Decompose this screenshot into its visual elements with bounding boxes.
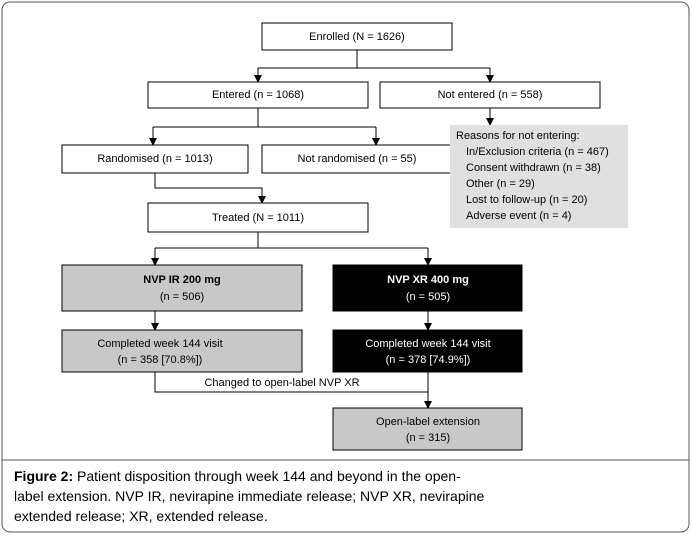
node-label: Enrolled (N = 1626) <box>309 31 405 43</box>
caption-line: Figure 2: Patient disposition through we… <box>14 468 461 484</box>
node-box <box>61 144 249 174</box>
node-label: Open-label extension <box>376 416 480 428</box>
reason-item: Other (n = 29) <box>466 178 535 190</box>
node-box <box>261 22 453 51</box>
reasons-box <box>450 125 628 228</box>
node-sublabel: (n = 358 [70.8%]) <box>118 354 203 366</box>
node-label: Entered (n = 1068) <box>212 89 304 101</box>
node-box <box>147 81 369 109</box>
reason-item: In/Exclusion criteria (n = 467) <box>466 146 609 158</box>
node-label: Treated (N = 1011) <box>212 212 304 224</box>
node-box <box>61 264 303 312</box>
node-sublabel: (n = 506) <box>160 291 204 303</box>
node-sublabel: (n = 315) <box>406 432 450 444</box>
edge-label: Changed to open-label NVP XR <box>204 377 359 389</box>
caption-line: extended release; XR, extended release. <box>14 508 268 524</box>
node-box <box>379 81 601 109</box>
node-label: Randomised (n = 1013) <box>97 153 212 165</box>
reasons-title: Reasons for not entering: <box>456 130 580 142</box>
node-sublabel: (n = 378 [74.9%]) <box>386 354 471 366</box>
connectors <box>149 50 494 409</box>
node-label: NVP XR 400 mg <box>387 274 469 286</box>
node-box <box>261 144 453 174</box>
node-label: Completed week 144 visit <box>365 338 490 350</box>
node-box <box>61 329 303 373</box>
node-box <box>147 202 369 233</box>
node-box <box>332 329 523 373</box>
caption-line: label extension. NVP IR, nevirapine imme… <box>14 488 484 504</box>
node-box <box>332 264 523 312</box>
node-sublabel: (n = 505) <box>406 291 450 303</box>
node-label: Completed week 144 visit <box>97 338 222 350</box>
caption-text: Patient disposition through week 144 and… <box>77 468 461 484</box>
node-label: Not entered (n = 558) <box>438 89 543 101</box>
reason-item: Lost to follow-up (n = 20) <box>466 194 587 206</box>
node-label: Not randomised (n = 55) <box>298 153 417 165</box>
reason-item: Consent withdrawn (n = 38) <box>466 162 601 174</box>
caption-label: Figure 2: <box>14 468 73 484</box>
reason-item: Adverse event (n = 4) <box>466 210 571 222</box>
node-label: NVP IR 200 mg <box>143 274 220 286</box>
node-box <box>332 407 523 451</box>
